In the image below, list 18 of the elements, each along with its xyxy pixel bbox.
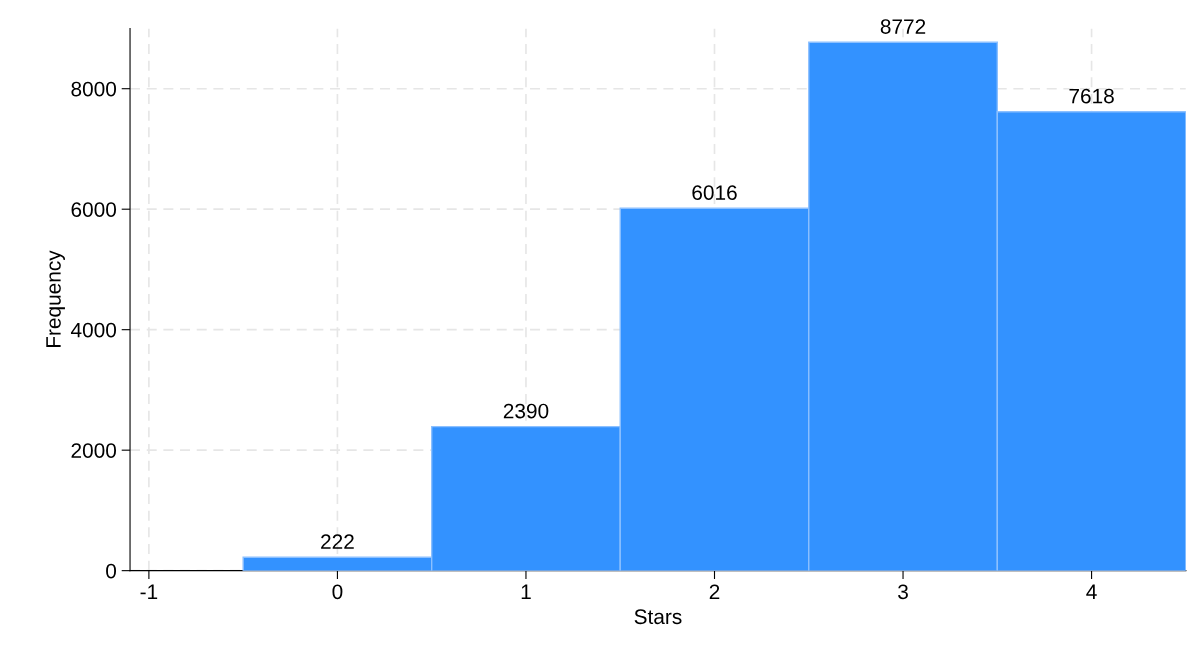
data-label: 222 (321, 534, 354, 549)
y-tick-label: 4000 (70, 322, 117, 338)
data-label: 2390 (503, 403, 549, 419)
x-tick-label: -1 (140, 584, 158, 599)
data-label: 6016 (692, 185, 737, 200)
x-tick-label: 1 (521, 584, 531, 599)
y-tick-label: 6000 (71, 202, 117, 217)
y-tick-label: 0 (106, 563, 117, 579)
y-tick-label: 8000 (71, 81, 117, 97)
x-axis-title: Stars (634, 609, 682, 625)
data-label: 7618 (1069, 88, 1114, 104)
x-tick-label: 4 (1086, 584, 1097, 599)
x-tick-label: 3 (898, 584, 908, 600)
y-axis-title: Frequency (46, 250, 65, 348)
x-tick-label: 0 (332, 584, 343, 600)
y-tick-label: 2000 (71, 443, 117, 458)
data-label: 8772 (880, 19, 926, 34)
x-tick-label: 2 (709, 584, 720, 599)
